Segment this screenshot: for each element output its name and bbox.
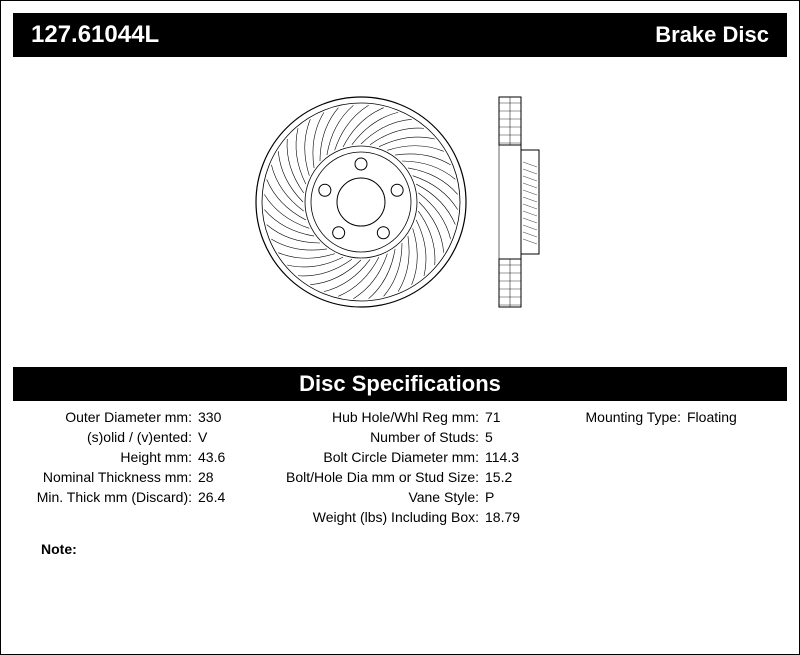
- spec-label: Min. Thick mm (Discard):: [17, 489, 192, 505]
- disc-front-view: [251, 92, 471, 312]
- header-title: Brake Disc: [655, 22, 769, 48]
- spec-row: Height mm: 43.6: [17, 449, 247, 465]
- spec-row: Nominal Thickness mm: 28: [17, 469, 247, 485]
- spec-label: Nominal Thickness mm:: [17, 469, 192, 485]
- spec-row: Vane Style: P: [259, 489, 559, 505]
- specs-column-2: Hub Hole/Whl Reg mm:71Number of Studs:5B…: [259, 409, 559, 525]
- spec-row: Hub Hole/Whl Reg mm: 71: [259, 409, 559, 425]
- part-number: 127.61044L: [31, 21, 159, 49]
- spec-row: Bolt Circle Diameter mm: 114.3: [259, 449, 559, 465]
- spec-sheet: 127.61044L Brake Disc Disc Specification…: [0, 0, 800, 655]
- spec-value: V: [198, 429, 207, 445]
- spec-label: Hub Hole/Whl Reg mm:: [259, 409, 479, 425]
- specs-table: Outer Diameter mm: 330 (s)olid / (v)ented:…: [1, 409, 799, 525]
- specs-column-1: Outer Diameter mm: 330 (s)olid / (v)ented:…: [17, 409, 247, 525]
- specs-header: Disc Specifications: [13, 367, 787, 401]
- spec-label: Vane Style:: [259, 489, 479, 505]
- spec-value: 330: [198, 409, 221, 425]
- spec-label: Outer Diameter mm:: [17, 409, 192, 425]
- spec-value: 26.4: [198, 489, 225, 505]
- spec-value: 28: [198, 469, 214, 485]
- spec-value: 5: [485, 429, 493, 445]
- spec-value: 43.6: [198, 449, 225, 465]
- spec-value: 71: [485, 409, 501, 425]
- spec-value: 114.3: [485, 449, 519, 465]
- spec-row: Outer Diameter mm: 330: [17, 409, 247, 425]
- figure-area: [1, 77, 799, 327]
- spec-value: 15.2: [485, 469, 512, 485]
- spec-value: P: [485, 489, 494, 505]
- spec-label: Bolt Circle Diameter mm:: [259, 449, 479, 465]
- header-bar: 127.61044L Brake Disc: [13, 13, 787, 57]
- spec-row: Mounting Type: Floating: [571, 409, 783, 425]
- spec-value: 18.79: [485, 509, 520, 525]
- spec-row: Number of Studs: 5: [259, 429, 559, 445]
- spec-label: Mounting Type:: [571, 409, 681, 425]
- specs-column-3: Mounting Type: Floating: [571, 409, 783, 525]
- spec-row: Bolt/Hole Dia mm or Stud Size: 15.2: [259, 469, 559, 485]
- spec-label: (s)olid / (v)ented:: [17, 429, 192, 445]
- spec-label: Number of Studs:: [259, 429, 479, 445]
- spec-label: Height mm:: [17, 449, 192, 465]
- spec-row: Weight (lbs) Including Box: 18.79: [259, 509, 559, 525]
- spec-value: Floating: [687, 409, 737, 425]
- disc-side-view: [489, 92, 549, 312]
- spec-row: Min. Thick mm (Discard): 26.4: [17, 489, 247, 505]
- spec-label: Bolt/Hole Dia mm or Stud Size:: [259, 469, 479, 485]
- spec-row: (s)olid / (v)ented: V: [17, 429, 247, 445]
- note-label: Note:: [1, 525, 799, 557]
- spec-label: Weight (lbs) Including Box:: [259, 509, 479, 525]
